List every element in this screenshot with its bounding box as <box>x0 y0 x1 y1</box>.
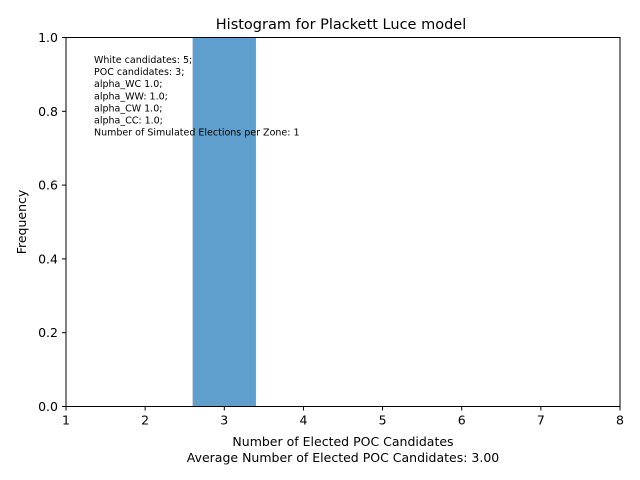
y-tick-label: 0.0 <box>38 399 58 414</box>
x-tick-label: 1 <box>62 413 70 428</box>
y-tick-label: 0.2 <box>38 325 58 340</box>
y-tick-label: 0.4 <box>38 251 58 266</box>
annotation-line: Number of Simulated Elections per Zone: … <box>94 128 300 139</box>
x-tick-label: 4 <box>299 413 307 428</box>
y-tick-label: 0.8 <box>38 104 58 119</box>
annotation-line: alpha_WC 1.0; <box>94 79 162 90</box>
y-axis-label: Frequency <box>14 189 29 254</box>
x-axis-sublabel: Average Number of Elected POC Candidates… <box>187 450 500 465</box>
annotation-line: alpha_CC: 1.0; <box>94 116 163 127</box>
annotation-line: POC candidates: 3; <box>94 67 184 78</box>
x-tick-label: 8 <box>616 413 624 428</box>
bars-layer <box>192 37 256 407</box>
x-ticks: 1 2 3 4 5 6 7 8 <box>62 406 624 428</box>
annotation-line: White candidates: 5; <box>94 55 192 66</box>
plot-frame <box>65 37 621 407</box>
x-axis-label: Number of Elected POC Candidates <box>232 434 453 449</box>
x-tick-label: 6 <box>458 413 466 428</box>
y-tick-label: 0.6 <box>38 178 58 193</box>
annotation-line: alpha_WW: 1.0; <box>94 91 168 102</box>
x-tick-label: 2 <box>141 413 149 428</box>
x-tick-label: 3 <box>220 413 228 428</box>
x-tick-label: 7 <box>537 413 545 428</box>
y-ticks: 0.0 0.2 0.4 0.6 0.8 1.0 <box>38 30 66 414</box>
chart-title: Histogram for Plackett Luce model <box>216 17 466 33</box>
annotation-line: alpha_CW 1.0; <box>94 103 162 114</box>
x-tick-label: 5 <box>379 413 387 428</box>
y-tick-label: 1.0 <box>38 30 58 45</box>
parameter-annotation: White candidates: 5; POC candidates: 3; al… <box>94 55 300 139</box>
histogram-bar-0 <box>192 37 256 407</box>
